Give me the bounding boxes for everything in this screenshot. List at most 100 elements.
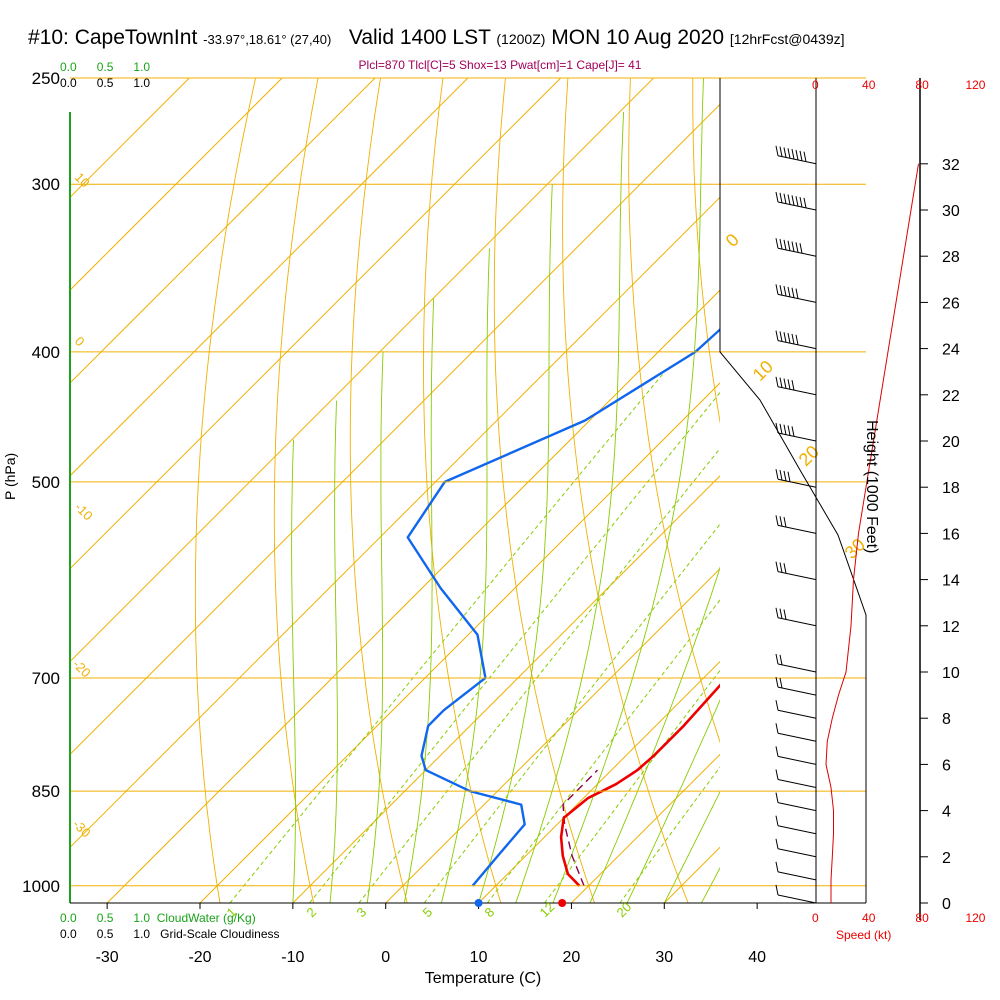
wind-barb-flag xyxy=(791,241,795,252)
wind-barb-flag xyxy=(779,469,783,481)
wind-barb-flag xyxy=(787,471,791,482)
cl-tick-2: 1.0 xyxy=(133,927,151,941)
isotherm-line xyxy=(571,753,720,903)
mixing-ratio-label: 12 xyxy=(537,899,558,920)
x-tick-label: -20 xyxy=(188,949,211,966)
wind-barb-flag xyxy=(795,334,799,345)
mixing-ratio-line xyxy=(229,365,670,903)
valid-time: Valid 1400 LST xyxy=(348,26,491,49)
wind-barb xyxy=(777,340,817,350)
wind-barb xyxy=(777,848,817,858)
wind-barb xyxy=(777,201,817,211)
moist-adiabat-line xyxy=(440,248,490,903)
wind-barb-flag xyxy=(795,242,799,253)
spd-tick-1: 40 xyxy=(862,78,876,92)
spd-tick-1: 40 xyxy=(862,911,876,925)
wind-barb-flag xyxy=(787,240,791,251)
utc-time: (1200Z) xyxy=(496,31,546,47)
moist-adiabat-line xyxy=(478,184,553,903)
isotherm-label: -20 xyxy=(70,657,94,681)
speed-scale-bottom: 0 40 80 120 xyxy=(812,911,985,925)
wind-barb xyxy=(777,686,817,696)
wind-barb-flag xyxy=(803,151,807,162)
station-name: #10: CapeTownInt xyxy=(28,26,198,49)
wind-barb-flag xyxy=(783,193,787,204)
height-tick-label: 30 xyxy=(942,203,960,220)
moist-adiabat-line xyxy=(552,78,704,903)
x-tick-label: 20 xyxy=(563,949,581,966)
pressure-tick-label: 250 xyxy=(32,69,60,88)
mixing-ratio-line xyxy=(309,391,720,903)
cw-tick-1: 0.5 xyxy=(96,60,114,74)
wind-barb-flag xyxy=(775,515,779,526)
wind-barb-flag xyxy=(775,469,779,480)
wind-barb-flag xyxy=(779,608,783,619)
wind-barb xyxy=(777,825,817,835)
cl-tick-0: 0.0 xyxy=(60,927,77,941)
spd-tick-0: 0 xyxy=(812,911,819,925)
isotherm-line xyxy=(70,78,469,477)
x-tick-label: -30 xyxy=(96,949,119,966)
plot-area xyxy=(70,78,720,903)
wind-barb-flag xyxy=(783,516,787,528)
isotherm-line xyxy=(106,289,720,903)
wind-barb-flag xyxy=(783,332,787,343)
wind-barb-flag xyxy=(775,561,779,572)
wind-barb-flag xyxy=(787,286,791,298)
wind-barb-flag xyxy=(779,192,783,203)
mixing-ratio-label: 8 xyxy=(482,904,498,920)
wind-barb-flag xyxy=(783,285,787,297)
temperature-trace xyxy=(559,683,720,887)
wind-barb xyxy=(777,709,817,719)
chart-title: #10: CapeTownInt -33.97°,18.61° (27,40) … xyxy=(28,26,845,50)
isotherm-line xyxy=(199,382,720,903)
wind-barb-flag xyxy=(791,426,795,437)
wind-barb xyxy=(777,155,817,165)
wind-barb-flag xyxy=(775,861,779,872)
parcel-trace xyxy=(562,769,598,887)
mixing-ratio-line xyxy=(544,669,720,903)
height-axis-label: Height (1000 Feet) xyxy=(863,420,880,554)
wind-barb-flag xyxy=(779,285,783,296)
x-tick-label: 10 xyxy=(470,949,488,966)
wind-barb xyxy=(777,571,817,581)
wind-barb-flag xyxy=(799,243,803,254)
height-tick-label: 28 xyxy=(942,249,960,266)
wind-barb-flag xyxy=(779,654,783,665)
wind-barb-flag xyxy=(779,423,783,434)
wind-barb-flag xyxy=(791,287,795,298)
cw-tick-2: 1.0 xyxy=(133,60,151,74)
dry-adiabat-line xyxy=(194,78,257,903)
cw-tick-0: 0.0 xyxy=(60,60,77,74)
height-tick-label: 10 xyxy=(942,665,960,682)
wind-barb-flag xyxy=(795,149,799,161)
speed-label: Speed (kt) xyxy=(836,928,892,942)
isotherm-line xyxy=(70,78,562,570)
pressure-tick-label: 500 xyxy=(32,473,60,492)
wind-barb xyxy=(777,478,817,488)
forecast-info: [12hrFcst@0439z] xyxy=(729,31,845,47)
wind-barb-flag xyxy=(779,238,783,250)
wind-barb-flag xyxy=(775,723,779,734)
height-tick-label: 12 xyxy=(942,619,960,636)
spd-tick-0: 0 xyxy=(812,78,819,92)
dry-adiabat-line xyxy=(273,78,319,903)
wind-barb-flag xyxy=(775,792,779,803)
moist-adiabat-line xyxy=(366,351,384,903)
pressure-axis-label: P (hPa) xyxy=(2,452,18,500)
pressure-tick-label: 1000 xyxy=(22,877,60,896)
moist-adiabat-line xyxy=(329,400,338,903)
height-tick-label: 14 xyxy=(942,573,960,590)
dry-adiabat-line xyxy=(493,78,595,903)
wind-barb xyxy=(777,871,817,881)
dry-adiabat-line xyxy=(692,78,720,424)
wind-barb-flag xyxy=(795,288,799,299)
isotherm-label: -10 xyxy=(72,500,96,524)
height-tick-label: 4 xyxy=(942,804,951,821)
wind-barb-flag xyxy=(775,884,779,896)
cloudwater-scale-bottom: 0.0 0.5 1.0 CloudWater (g/Kg) xyxy=(60,911,256,925)
plot-right-boundary xyxy=(719,78,867,903)
wind-barb-flag xyxy=(775,145,779,156)
wind-barb-flag xyxy=(783,147,787,158)
